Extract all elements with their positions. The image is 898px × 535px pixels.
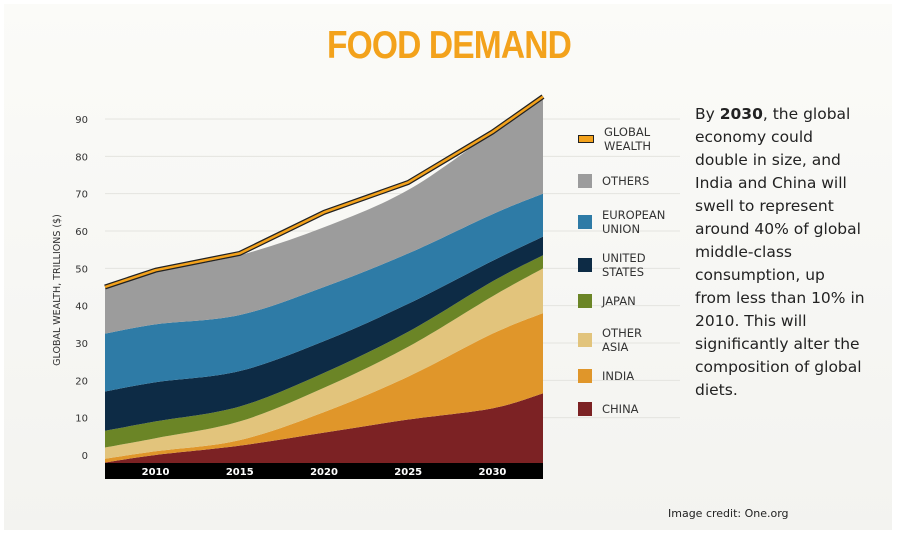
legend-label: INDIA: [602, 369, 635, 383]
legend-label: GLOBAL WEALTH: [604, 125, 651, 153]
y-tick-label: 50: [75, 264, 88, 275]
x-tick-labels: 2010 2015 2020 2025 2030: [142, 467, 507, 478]
area-united-states: [105, 236, 543, 431]
y-axis-label: GLOBAL WEALTH, TRILLIONS ($): [52, 214, 63, 366]
legend-item-united-states: UNITED STATES: [578, 251, 646, 279]
legend-item-european-union: EUROPEAN UNION: [578, 208, 665, 236]
x-tick-label: 2020: [310, 467, 338, 478]
legend-color-swatch: [578, 294, 592, 308]
y-tick-label: 10: [75, 414, 88, 425]
legend-color-swatch: [578, 174, 592, 188]
x-tick-label: 2030: [479, 467, 507, 478]
chart-title: FOOD DEMAND: [327, 24, 572, 67]
image-credit: Image credit: One.org: [668, 507, 789, 520]
area-european-union: [105, 193, 543, 392]
y-tick-label: 30: [75, 339, 88, 350]
story-lead: By: [695, 105, 720, 123]
legend-item-global-wealth: GLOBAL WEALTH: [578, 125, 651, 153]
x-axis-bar: [105, 463, 543, 479]
area-india: [105, 313, 543, 463]
legend-label: UNITED STATES: [602, 251, 646, 279]
legend-color-swatch: [578, 369, 592, 383]
y-tick-label: 80: [75, 152, 88, 163]
x-tick-label: 2010: [142, 467, 170, 478]
y-tick-label: 0: [82, 451, 88, 462]
y-tick-label: 60: [75, 227, 88, 238]
legend-label: JAPAN: [602, 294, 636, 308]
legend-label: OTHER ASIA: [602, 326, 642, 354]
story-body: , the global economy could double in siz…: [695, 105, 865, 399]
story-highlight-year: 2030: [719, 105, 763, 123]
legend-label: CHINA: [602, 402, 639, 416]
legend-label: OTHERS: [602, 174, 650, 188]
y-tick-label: 40: [75, 302, 88, 313]
story-text: By 2030, the global economy could double…: [695, 103, 865, 402]
area-china: [105, 393, 543, 463]
legend-label: EUROPEAN UNION: [602, 208, 666, 236]
area-other-asia: [105, 268, 543, 459]
legend-color-swatch: [578, 258, 592, 272]
legend-color-swatch: [578, 333, 592, 347]
legend-item-india: INDIA: [578, 369, 634, 383]
area-japan: [105, 255, 543, 448]
legend-color-swatch: [578, 215, 592, 229]
y-tick-label: 70: [75, 190, 88, 201]
legend-line-swatch: [578, 135, 594, 143]
area-layers: [105, 96, 543, 463]
y-tick-labels: 0 10 20 30 40 50 60 70 80 90: [75, 115, 88, 462]
x-tick-label: 2015: [226, 467, 254, 478]
legend-item-japan: JAPAN: [578, 294, 636, 308]
y-tick-label: 90: [75, 115, 88, 126]
x-tick-label: 2025: [394, 467, 422, 478]
global-wealth-line-group: [104, 94, 545, 290]
legend-item-china: CHINA: [578, 402, 639, 416]
legend-item-others: OTHERS: [578, 174, 649, 188]
area-others: [105, 96, 543, 334]
global-wealth-line: [104, 95, 544, 289]
legend-color-swatch: [578, 402, 592, 416]
legend-item-other-asia: OTHER ASIA: [578, 326, 642, 354]
y-tick-label: 20: [75, 376, 88, 387]
